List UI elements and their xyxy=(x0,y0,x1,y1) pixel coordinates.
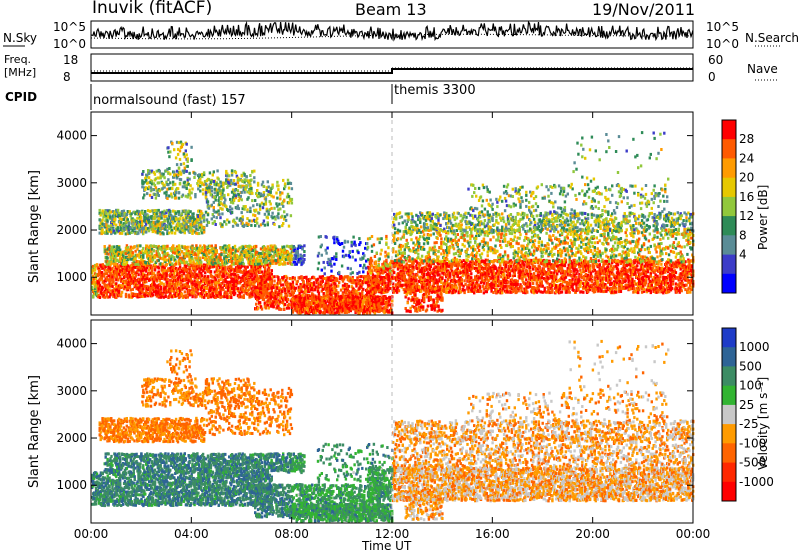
velocity-colorbar-segment xyxy=(722,347,736,367)
x-tick-label: 12:00 xyxy=(375,527,410,541)
power-colorbar-segment xyxy=(722,196,736,217)
velocity-colorbar-tick: -1000 xyxy=(739,475,774,489)
x-tick-label: 20:00 xyxy=(575,527,610,541)
velocity-colorbar-segment xyxy=(722,462,736,483)
nave-tick-top: 60 xyxy=(708,53,723,67)
power-colorbar-tick: 20 xyxy=(739,171,754,185)
cpid-segment-1: normalsound (fast) 157 xyxy=(93,93,246,108)
nsky-tick-top: 10^5 xyxy=(53,20,86,34)
velocity-colorbar-segment xyxy=(722,481,736,502)
velocity-colorbar-tick: 500 xyxy=(739,359,762,373)
power-colorbar-segment xyxy=(722,273,736,294)
power-colorbar-tick: 4 xyxy=(739,248,747,262)
x-tick-label: 16:00 xyxy=(475,527,510,541)
nave-label: Nave xyxy=(747,62,778,76)
power-colorbar-segment xyxy=(722,177,736,198)
velocity-heatmap-cells xyxy=(91,339,695,523)
nsearch-tick-bottom: 10^0 xyxy=(706,37,739,51)
velocity-colorbar-segment xyxy=(722,328,736,348)
velocity-colorbar-segment xyxy=(722,404,736,425)
freq-unit-label: [MHz] xyxy=(4,66,36,79)
velocity-ytick-label: 3000 xyxy=(56,384,87,398)
power-heatmap-cells xyxy=(91,131,695,315)
beam-title: Beam 13 xyxy=(355,0,427,19)
power-colorbar-segment xyxy=(722,120,736,140)
power-colorbar-segment xyxy=(722,235,736,255)
velocity-colorbar-segment xyxy=(722,366,736,387)
nsky-tick-bottom: 10^0 xyxy=(53,37,86,51)
date-title: 19/Nov/2011 xyxy=(592,0,695,19)
velocity-ytick-label: 4000 xyxy=(56,337,87,351)
power-colorbar-segment xyxy=(722,254,736,275)
velocity-colorbar-segment xyxy=(722,443,736,463)
cpid-segment-2: themis 3300 xyxy=(394,83,476,98)
power-colorbar-segment xyxy=(722,216,736,236)
velocity-colorbar-tick: 25 xyxy=(739,398,754,412)
freq-label: Freq. xyxy=(4,54,31,66)
x-tick-label: 04:00 xyxy=(174,527,209,541)
power-colorbar-tick: 8 xyxy=(739,228,747,242)
power-colorbar-frame xyxy=(721,119,737,294)
nave-tick-bottom: 0 xyxy=(708,70,716,84)
velocity-colorbar-frame xyxy=(721,327,737,502)
nsky-label: N.Sky xyxy=(3,31,37,45)
velocity-colorbar-tick: -25 xyxy=(739,417,759,431)
nsky-series xyxy=(90,20,694,42)
power-colorbar-tick: 28 xyxy=(739,132,754,146)
nsearch-label: N.Search xyxy=(745,31,799,45)
power-colorbar-segment xyxy=(722,158,736,179)
freq-tick-top: 18 xyxy=(63,53,78,67)
velocity-colorbar-tick: -500 xyxy=(739,456,766,470)
power-colorbar-tick: 16 xyxy=(739,190,754,204)
power-colorbar-tick: 24 xyxy=(739,151,754,165)
x-tick-label: 00:00 xyxy=(74,527,109,541)
nsearch-tick-top: 10^5 xyxy=(706,20,739,34)
x-tick-label: 00:00 xyxy=(676,527,711,541)
cpid-label: CPID xyxy=(5,90,37,104)
x-tick-label: 08:00 xyxy=(274,527,309,541)
power-colorbar-tick: 12 xyxy=(739,209,754,223)
velocity-colorbar-tick: -100 xyxy=(739,436,766,450)
power-ytick-label: 3000 xyxy=(56,176,87,190)
freq-tick-bottom: 8 xyxy=(63,70,71,84)
velocity-ytick-label: 1000 xyxy=(56,478,87,492)
radar-title: Inuvik (fitACF) xyxy=(92,0,212,18)
power-ytick-label: 4000 xyxy=(56,129,87,143)
power-ytick-label: 2000 xyxy=(56,223,87,237)
velocity-colorbar-tick: 100 xyxy=(739,379,762,393)
velocity-colorbar-segment xyxy=(722,385,736,406)
x-axis-label: Time UT xyxy=(362,539,411,553)
velocity-ytick-label: 2000 xyxy=(56,431,87,445)
nsearch-series xyxy=(90,33,693,40)
power-ytick-label: 1000 xyxy=(56,270,87,284)
velocity-colorbar-tick: 1000 xyxy=(739,340,770,354)
power-colorbar-segment xyxy=(722,139,736,159)
nsky-panel-frame xyxy=(90,20,694,49)
velocity-colorbar-segment xyxy=(722,424,736,444)
